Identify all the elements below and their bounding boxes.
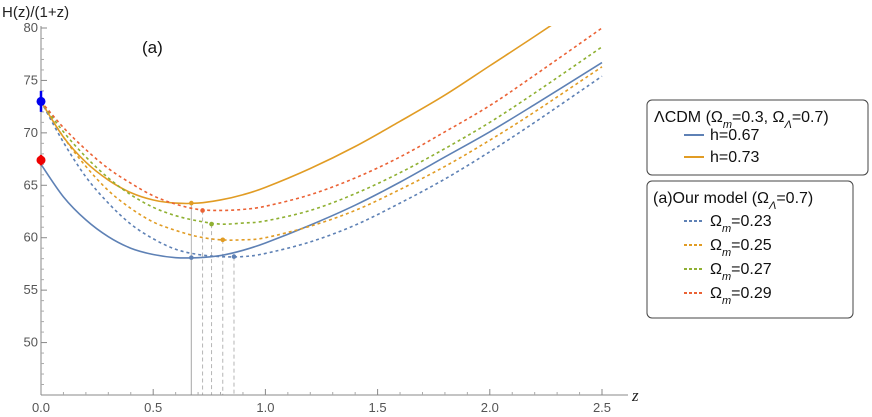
x-tick-label: 1.0 [256, 400, 274, 415]
min-point-0 [189, 255, 194, 260]
series-line-3 [40, 66, 603, 241]
legend-lcdm-label-1: h=0.73 [710, 149, 759, 166]
y-tick-label: 60 [24, 230, 38, 245]
legend-model-label-3: Ωm=0.29 [710, 285, 772, 307]
series-line-2 [40, 75, 603, 258]
data-point-1 [36, 155, 46, 165]
x-tick-label: 0.5 [144, 400, 162, 415]
y-tick-label: 75 [24, 72, 38, 87]
min-point-5 [200, 208, 205, 213]
drop-lines [190, 203, 235, 395]
series-line-0 [40, 61, 603, 259]
data-point-0 [36, 96, 46, 106]
panel-label: (a) [142, 38, 163, 57]
series-line-1 [40, 26, 552, 205]
y-tick-label: 70 [24, 125, 38, 140]
x-tick-label: 2.0 [481, 400, 499, 415]
data-points [36, 90, 237, 260]
legend-model-label-0: Ωm=0.23 [710, 213, 772, 235]
legend-model-label-1: Ωm=0.25 [710, 237, 772, 259]
curves [40, 26, 603, 259]
series-line-4 [40, 46, 603, 225]
legend-lcdm-title: ΛCDM (Ωm=0.3, ΩΛ=0.7) [654, 109, 829, 131]
x-tick-label: 0.0 [32, 400, 50, 415]
x-tick-label: 2.5 [593, 400, 611, 415]
y-tick-label: 55 [24, 282, 38, 297]
legends: ΛCDM (Ωm=0.3, ΩΛ=0.7)h=0.67 h=0.73 (a)Our … [646, 99, 869, 319]
x-axis-label: z [631, 386, 639, 405]
legend-lcdm-label-0: h=0.67 [710, 127, 759, 144]
axes: 0.0 0.5 1.0 1.5 2.0 2.5 50 55 60 65 70 75 80 [24, 20, 628, 415]
min-point-2 [231, 254, 237, 259]
x-tick-label: 1.5 [369, 400, 387, 415]
y-tick-label: 65 [24, 177, 38, 192]
y-axis-label: H(z)/(1+z) [2, 4, 69, 21]
y-tick-label: 50 [24, 335, 38, 350]
legend-model-label-2: Ωm=0.27 [710, 261, 772, 283]
series-line-5 [40, 27, 603, 212]
min-point-4 [209, 221, 214, 227]
y-tick-label: 80 [24, 20, 38, 35]
legend-model-box [646, 180, 854, 319]
legend-model-title: (a)Our model (ΩΛ=0.7) [653, 190, 813, 212]
min-point-3 [220, 237, 226, 243]
min-point-1 [189, 200, 194, 206]
